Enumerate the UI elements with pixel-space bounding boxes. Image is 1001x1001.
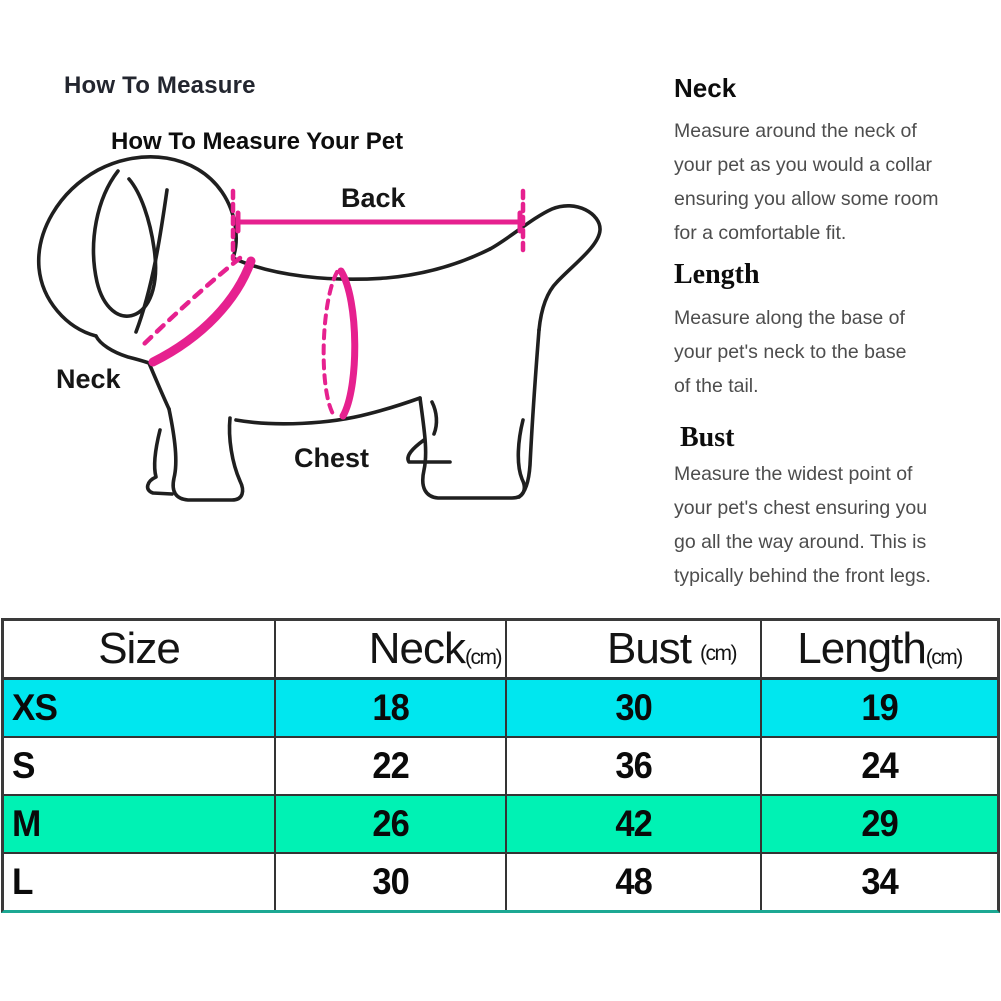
length-value: 34 (861, 861, 898, 902)
table-row-l: L 30 48 34 (4, 852, 997, 910)
table-row-m: M 26 42 29 (4, 794, 997, 852)
dog-measurement-diagram (36, 155, 602, 502)
cell-length: 19 (762, 680, 997, 736)
length-value: 29 (861, 803, 898, 844)
header-cell-neck: Neck (cm) (276, 621, 507, 677)
instruction-body-bust: Measure the widest point of your pet's c… (674, 463, 931, 587)
cell-neck: 22 (276, 738, 507, 794)
table-row-xs: XS 18 30 19 (4, 678, 997, 736)
row-label: L (4, 854, 276, 910)
instruction-body-length: Measure along the base of your pet's nec… (674, 307, 907, 397)
cell-bust: 36 (507, 738, 762, 794)
instruction-body-neck: Measure around the neck of your pet as y… (674, 120, 939, 244)
header-cell-size: Size (4, 621, 276, 677)
bust-value: 30 (615, 687, 652, 728)
cell-length: 29 (762, 796, 997, 852)
page-title: How To Measure (64, 72, 256, 99)
unit-label: (cm) (465, 646, 502, 669)
dog-outline (36, 155, 602, 502)
cell-bust: 30 (507, 680, 762, 736)
bust-value: 48 (615, 861, 652, 902)
header-bust-label: Bust (606, 624, 692, 673)
unit-label: (cm) (925, 646, 963, 669)
size-value: XS (12, 687, 58, 728)
cell-length: 34 (762, 854, 997, 910)
diagram-title: How To Measure Your Pet (111, 128, 404, 155)
cell-bust: 42 (507, 796, 762, 852)
size-value: S (12, 745, 35, 786)
instruction-heading-length: Length (674, 259, 760, 290)
neck-value: 18 (372, 687, 409, 728)
size-table: Size Neck (cm) Bust (cm) Length (cm) XS 18 … (1, 618, 1000, 913)
header-cell-bust: Bust (cm) (507, 621, 762, 677)
back-label: Back (341, 183, 406, 213)
bust-value: 36 (615, 745, 652, 786)
table-row-s: S 22 36 24 (4, 736, 997, 794)
row-label: M (4, 796, 276, 852)
chest-label: Chest (294, 443, 370, 473)
header-neck-label: Neck (368, 624, 466, 673)
neck-label: Neck (56, 364, 121, 394)
row-label: S (4, 738, 276, 794)
cell-length: 24 (762, 738, 997, 794)
cell-neck: 26 (276, 796, 507, 852)
instruction-heading-bust: Bust (680, 422, 735, 453)
unit-label: (cm) (700, 642, 737, 665)
cell-bust: 48 (507, 854, 762, 910)
length-value: 19 (861, 687, 898, 728)
measurement-marks (141, 188, 526, 420)
neck-measure-mark (141, 255, 256, 367)
header-size-label: Size (98, 624, 181, 673)
cell-neck: 18 (276, 680, 507, 736)
chest-measure-mark (321, 267, 359, 420)
neck-value: 26 (372, 803, 409, 844)
cell-neck: 30 (276, 854, 507, 910)
size-value: M (12, 803, 41, 844)
back-measure-line (230, 188, 526, 262)
table-header-row: Size Neck (cm) Bust (cm) Length (cm) (4, 621, 997, 678)
bust-value: 42 (615, 803, 652, 844)
neck-value: 22 (372, 745, 409, 786)
length-value: 24 (861, 745, 898, 786)
header-length-label: Length (797, 624, 927, 673)
neck-value: 30 (372, 861, 409, 902)
header-cell-length: Length (cm) (762, 621, 997, 677)
size-value: L (12, 861, 33, 902)
row-label: XS (4, 680, 276, 736)
instruction-heading-neck: Neck (674, 73, 737, 103)
